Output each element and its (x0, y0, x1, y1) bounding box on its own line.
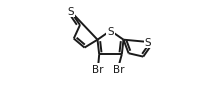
Text: Br: Br (113, 65, 124, 74)
Text: S: S (107, 26, 114, 36)
Text: S: S (67, 7, 74, 17)
Text: Br: Br (92, 65, 104, 74)
Text: S: S (145, 38, 151, 48)
